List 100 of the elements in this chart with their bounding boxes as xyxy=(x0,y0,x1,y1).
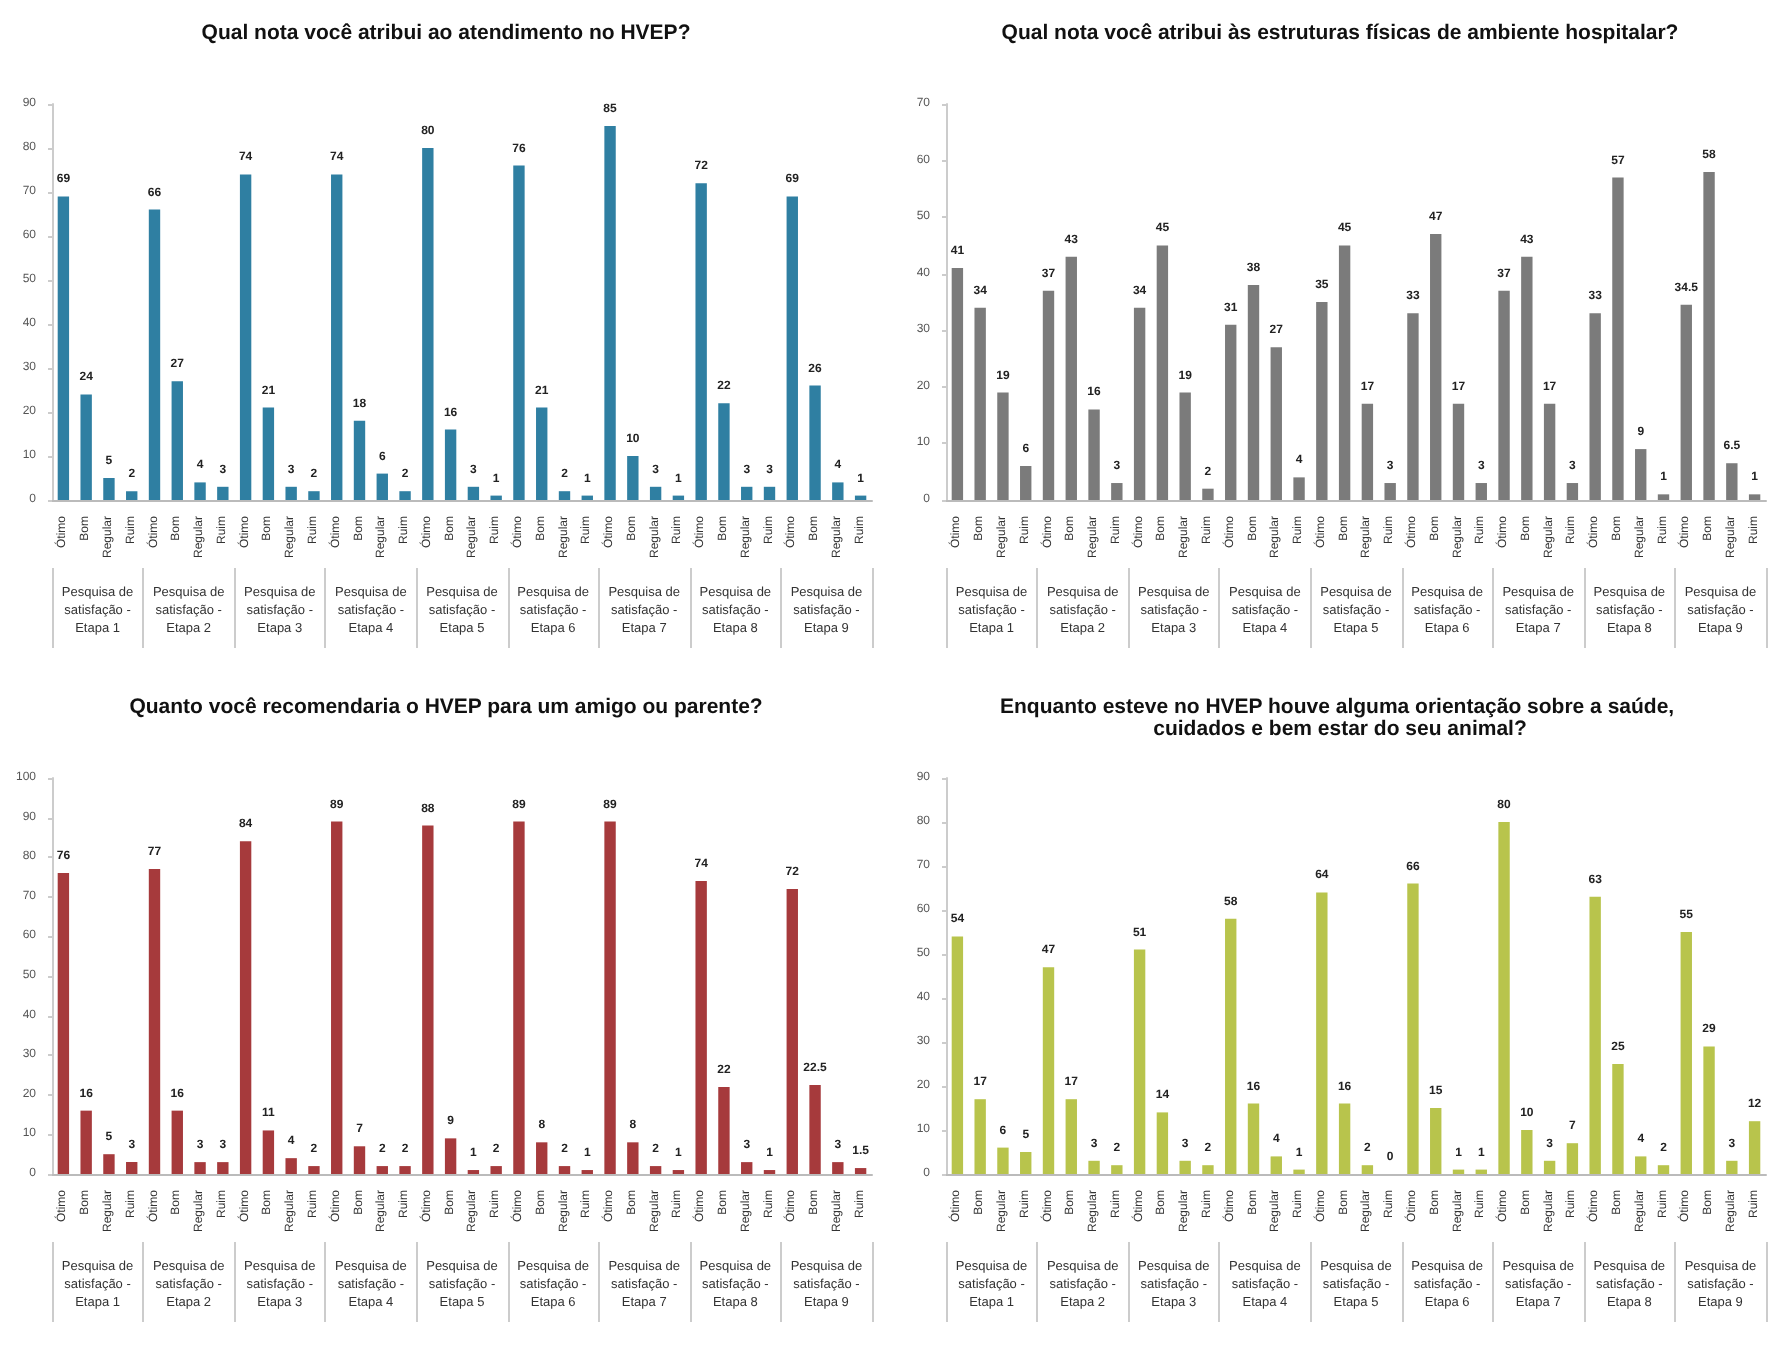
bar xyxy=(1247,1103,1260,1174)
bar xyxy=(1680,932,1692,1174)
bar xyxy=(1088,409,1100,500)
bar xyxy=(239,841,252,1174)
bar xyxy=(1225,918,1237,1174)
bar xyxy=(1270,347,1282,500)
bar xyxy=(194,482,206,500)
bar xyxy=(1703,1046,1715,1174)
bar xyxy=(1247,285,1260,500)
bar xyxy=(1156,1112,1169,1174)
bar xyxy=(1293,477,1305,500)
bar xyxy=(1543,403,1556,500)
bar xyxy=(1589,313,1601,500)
bar xyxy=(558,491,571,500)
bar xyxy=(695,880,707,1174)
bar xyxy=(1612,177,1624,500)
bar xyxy=(217,1162,229,1174)
bar xyxy=(126,1162,138,1174)
bar xyxy=(1179,1160,1191,1174)
bar xyxy=(832,482,844,500)
bar xyxy=(1407,883,1419,1174)
bar xyxy=(353,420,366,500)
bar xyxy=(1179,392,1191,500)
chart-title: Quanto você recomendaria o HVEP para um amigo ou parente? xyxy=(129,695,763,719)
bar xyxy=(1133,307,1146,500)
bar xyxy=(1361,403,1374,500)
bar xyxy=(171,1110,183,1174)
bar xyxy=(57,873,70,1174)
chart-title: Enquanto esteve no HVEP houve alguma orientação sobre a saúde, cuidados e bem estar do seu animal? xyxy=(1000,695,1680,741)
bar xyxy=(558,1166,571,1174)
bar xyxy=(718,403,730,500)
bar xyxy=(1657,1165,1670,1174)
bar xyxy=(1543,1160,1556,1174)
bar xyxy=(1407,313,1419,500)
bar xyxy=(103,478,115,500)
bar xyxy=(1316,302,1328,500)
bar xyxy=(974,307,986,500)
bar xyxy=(832,1162,844,1174)
bar xyxy=(171,381,183,500)
bar xyxy=(1521,1130,1533,1174)
bar xyxy=(536,1142,548,1174)
bar xyxy=(1338,1103,1351,1174)
bar xyxy=(951,936,964,1174)
bar xyxy=(763,486,776,500)
chart-title: Qual nota você atribui ao atendimento no HVEP? xyxy=(201,21,691,45)
bar xyxy=(1020,1152,1032,1174)
bar xyxy=(1020,466,1032,500)
bar xyxy=(854,1168,867,1174)
bar xyxy=(1680,304,1692,500)
bar xyxy=(285,1158,297,1174)
bar xyxy=(1566,483,1579,500)
bar xyxy=(536,407,548,500)
chart-title: Qual nota você atribui às estruturas físicas de ambiente hospitalar? xyxy=(1001,21,1679,45)
bar xyxy=(741,1162,753,1174)
bar xyxy=(1042,290,1055,500)
bar xyxy=(809,385,821,500)
bar xyxy=(308,1166,320,1174)
bar xyxy=(103,1154,115,1174)
bar xyxy=(1042,967,1055,1174)
bar xyxy=(604,821,616,1174)
bar xyxy=(467,486,480,500)
bar xyxy=(627,456,639,500)
bar xyxy=(57,196,70,500)
bar xyxy=(1430,1108,1442,1174)
bar xyxy=(1338,245,1351,500)
bar xyxy=(217,486,229,500)
bar xyxy=(1111,1165,1123,1174)
bar xyxy=(1430,234,1442,500)
bar xyxy=(1521,256,1533,500)
bar xyxy=(1202,488,1214,500)
bar xyxy=(1361,1165,1374,1174)
bar xyxy=(194,1162,206,1174)
bar xyxy=(1498,290,1510,500)
bar xyxy=(695,183,707,500)
bar xyxy=(974,1099,986,1174)
bar xyxy=(718,1086,730,1174)
bar xyxy=(1156,245,1169,500)
bar xyxy=(285,486,297,500)
bar xyxy=(1566,1143,1579,1174)
bar xyxy=(1726,463,1738,500)
bar xyxy=(604,126,616,500)
bar xyxy=(422,148,434,500)
bar xyxy=(353,1146,366,1174)
bar xyxy=(1133,949,1146,1174)
bar xyxy=(786,888,798,1174)
bar xyxy=(1657,494,1670,500)
bar xyxy=(376,1166,388,1174)
bar xyxy=(1088,1160,1100,1174)
bar xyxy=(80,394,92,500)
bar xyxy=(1635,1156,1647,1174)
bar xyxy=(1270,1156,1282,1174)
bar xyxy=(308,491,320,500)
bar xyxy=(239,174,252,500)
bar xyxy=(1589,896,1601,1174)
bar xyxy=(148,869,161,1174)
bar xyxy=(1748,1121,1761,1174)
bar xyxy=(262,1130,275,1174)
bar xyxy=(1225,324,1237,500)
bar xyxy=(649,486,662,500)
bar xyxy=(741,486,753,500)
